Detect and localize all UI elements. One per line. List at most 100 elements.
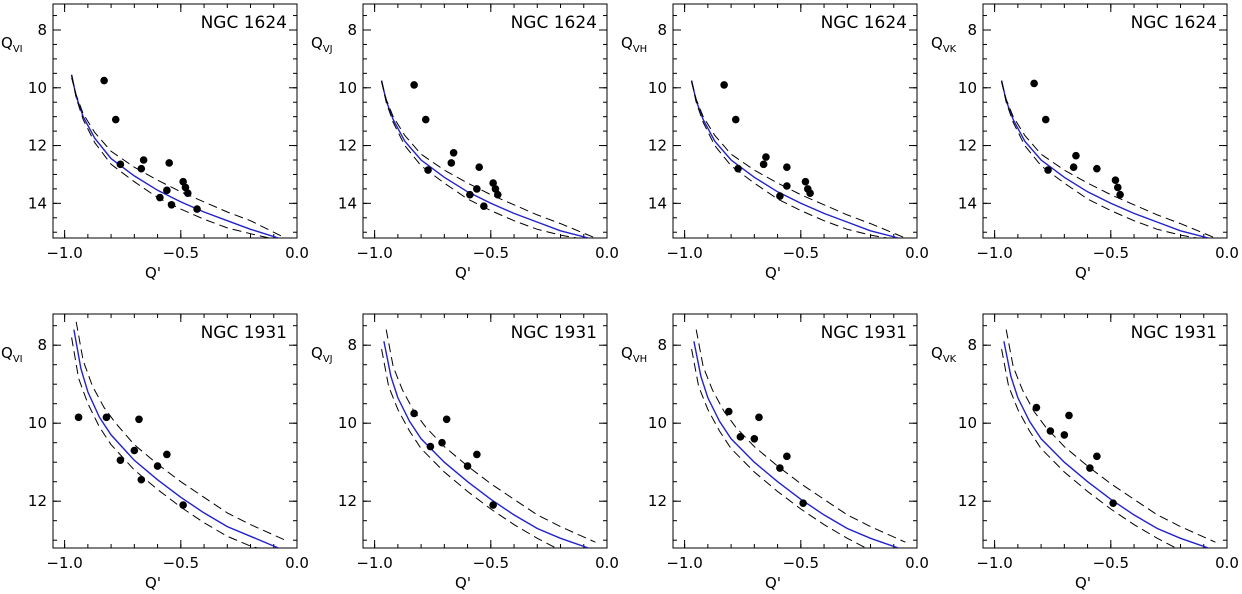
- y-axis-label-subscript: VJ: [323, 44, 333, 55]
- model-curve-dashed: [381, 81, 596, 238]
- x-axis-label: Q': [1075, 264, 1091, 282]
- y-tick-label: 12: [648, 492, 667, 510]
- x-tick-label: −0.5: [163, 554, 199, 572]
- y-axis-label: QVI: [1, 34, 23, 55]
- data-point: [463, 462, 472, 470]
- data-point: [489, 179, 497, 187]
- y-tick-label: 10: [648, 79, 667, 97]
- y-tick-label: 10: [958, 414, 977, 432]
- x-tick-label: 0.0: [905, 244, 929, 262]
- model-curve-dashed: [691, 81, 906, 238]
- y-tick-label: 12: [338, 492, 357, 510]
- data-point: [759, 160, 768, 169]
- y-tick-label: 12: [958, 137, 977, 155]
- y-axis-label-subscript: VK: [943, 44, 957, 55]
- data-point: [438, 438, 446, 447]
- model-curve-dashed: [71, 337, 258, 548]
- panel-title: NGC 1931: [511, 323, 597, 343]
- y-axis-label-subscript: VI: [13, 354, 23, 365]
- x-tick-label: −1.0: [356, 244, 392, 262]
- data-point: [1072, 151, 1080, 160]
- model-curve-dashed: [75, 321, 286, 541]
- data-point: [74, 413, 83, 422]
- data-point: [724, 407, 733, 416]
- model-curve-dashed: [1005, 329, 1216, 543]
- data-point: [111, 115, 120, 124]
- x-tick-label: −1.0: [666, 244, 702, 262]
- data-point: [799, 499, 807, 507]
- data-point: [179, 177, 187, 186]
- x-tick-label: −0.5: [473, 244, 509, 262]
- y-tick-label: 8: [347, 21, 357, 39]
- model-curve-dashed: [381, 349, 557, 548]
- data-point: [183, 189, 192, 198]
- y-axis-label-subscript: VI: [13, 44, 23, 55]
- x-tick-label: −1.0: [356, 554, 392, 572]
- model-curve-dashed: [71, 74, 270, 238]
- data-point: [806, 189, 814, 198]
- x-tick-label: −0.5: [1093, 554, 1129, 572]
- data-point: [410, 409, 418, 418]
- x-tick-label: −0.5: [1093, 244, 1129, 262]
- model-curve: [690, 80, 899, 238]
- x-tick-label: −1.0: [976, 554, 1012, 572]
- data-point: [165, 159, 173, 167]
- data-point: [1086, 464, 1094, 472]
- panel-title: NGC 1624: [821, 13, 907, 33]
- data-point: [1111, 176, 1120, 185]
- x-tick-label: −1.0: [976, 244, 1012, 262]
- y-axis-label: QVK: [931, 344, 957, 365]
- data-point: [1065, 411, 1073, 420]
- y-tick-label: 14: [958, 194, 977, 212]
- data-point: [466, 190, 474, 199]
- y-axis-label: QVK: [931, 34, 957, 55]
- y-tick-label: 12: [28, 137, 47, 155]
- y-axis-label: QVI: [1, 344, 23, 365]
- y-tick-label: 14: [28, 194, 47, 212]
- data-point: [734, 164, 742, 173]
- model-curve: [380, 80, 589, 238]
- data-point: [116, 160, 125, 169]
- plot-frame: [672, 3, 918, 239]
- model-curve-dashed: [695, 329, 906, 543]
- y-tick-label: 12: [958, 492, 977, 510]
- data-point: [1041, 115, 1050, 124]
- y-tick-label: 8: [657, 336, 667, 354]
- data-point: [1093, 452, 1101, 461]
- y-tick-label: 10: [958, 79, 977, 97]
- data-point: [731, 115, 740, 124]
- data-point: [193, 205, 201, 213]
- model-curve: [1003, 341, 1209, 548]
- data-point: [102, 413, 111, 422]
- x-axis-label: Q': [765, 264, 781, 282]
- y-tick-label: 8: [657, 21, 667, 39]
- panel-title: NGC 1624: [1131, 13, 1217, 33]
- data-point: [720, 81, 728, 89]
- data-point: [480, 202, 488, 211]
- data-point: [776, 192, 784, 200]
- data-point: [421, 115, 430, 124]
- data-point: [1116, 190, 1124, 199]
- data-point: [1069, 163, 1078, 172]
- model-curve: [70, 74, 279, 238]
- y-tick-label: 10: [338, 414, 357, 432]
- chart-panel: −1.0 −0.5 0.0 8 10 12 14 NGC 1624 Q' QVK: [931, 3, 1239, 282]
- x-tick-label: −1.0: [46, 554, 82, 572]
- data-point: [153, 462, 162, 470]
- plot-frame: [52, 313, 298, 549]
- data-point: [426, 442, 435, 451]
- chart-panel: −1.0 −0.5 0.0 8 10 12 NGC 1931 Q' QVH: [621, 313, 929, 592]
- data-point: [1093, 164, 1101, 173]
- x-tick-label: 0.0: [1215, 554, 1239, 572]
- chart-panel: −1.0 −0.5 0.0 8 10 12 14 NGC 1624 Q' QVH: [621, 3, 929, 282]
- model-curve-dashed: [385, 329, 596, 543]
- panel-title: NGC 1931: [1131, 323, 1217, 343]
- data-point: [1032, 403, 1041, 412]
- data-point: [473, 185, 481, 193]
- data-point: [736, 433, 745, 441]
- y-axis-label: QVJ: [311, 34, 333, 55]
- model-curve-dashed: [1001, 349, 1177, 548]
- panel-title: NGC 1931: [201, 323, 287, 343]
- x-axis-label: Q': [455, 264, 471, 282]
